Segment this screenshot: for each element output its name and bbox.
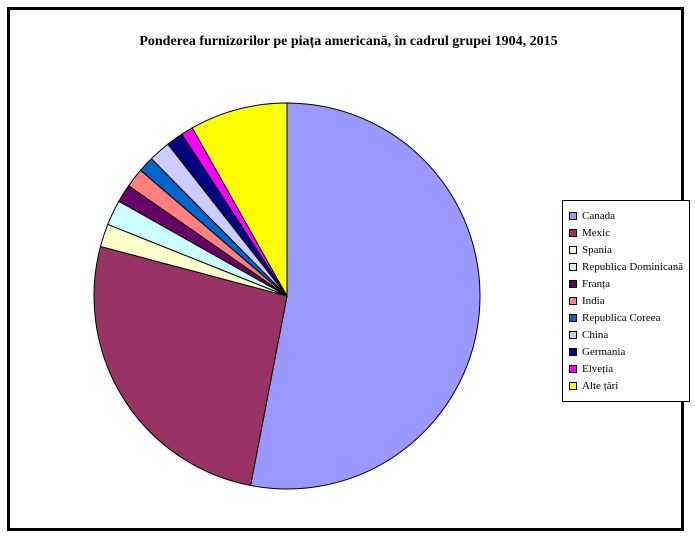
pie-chart <box>93 102 481 490</box>
chart-title: Ponderea furnizorilor pe piața americană… <box>139 34 558 49</box>
legend-label: Mexic <box>582 226 611 239</box>
chart-legend: Canada Mexic Spania Republica Dominicană Fra… <box>562 200 690 402</box>
legend-swatch <box>569 330 577 339</box>
legend-swatch <box>569 245 577 254</box>
legend-label: Republica Coreea <box>582 311 661 324</box>
legend-swatch <box>569 262 577 271</box>
legend-item: Spania <box>569 241 689 258</box>
legend-item: China <box>569 326 689 343</box>
legend-swatch <box>569 313 577 322</box>
legend-swatch <box>569 296 577 305</box>
legend-item: Franța <box>569 275 689 292</box>
legend-label: Alte țări <box>582 379 619 392</box>
legend-label: Germania <box>582 345 626 358</box>
legend-label: Spania <box>582 243 612 256</box>
legend-label: Republica Dominicană <box>582 260 684 273</box>
legend-swatch <box>569 364 577 373</box>
legend-item: Germania <box>569 343 689 360</box>
legend-item: Republica Coreea <box>569 309 689 326</box>
legend-swatch <box>569 381 577 390</box>
legend-label: Elveția <box>582 362 614 375</box>
legend-swatch <box>569 347 577 356</box>
legend-item: Mexic <box>569 224 689 241</box>
legend-label: Franța <box>582 277 611 290</box>
legend-swatch <box>569 211 577 220</box>
legend-item: Canada <box>569 207 689 224</box>
legend-item: India <box>569 292 689 309</box>
legend-swatch <box>569 279 577 288</box>
legend-label: Canada <box>582 209 615 222</box>
pie-slice-0 <box>249 102 481 490</box>
legend-item: Republica Dominicană <box>569 258 689 275</box>
pie-slice-1 <box>93 245 288 487</box>
legend-label: India <box>582 294 605 307</box>
legend-label: China <box>582 328 609 341</box>
legend-item: Elveția <box>569 360 689 377</box>
legend-swatch <box>569 228 577 237</box>
pie-slice-10 <box>191 102 288 298</box>
chart-frame: Ponderea furnizorilor pe piața americană… <box>7 7 690 531</box>
legend-item: Alte țări <box>569 377 689 394</box>
